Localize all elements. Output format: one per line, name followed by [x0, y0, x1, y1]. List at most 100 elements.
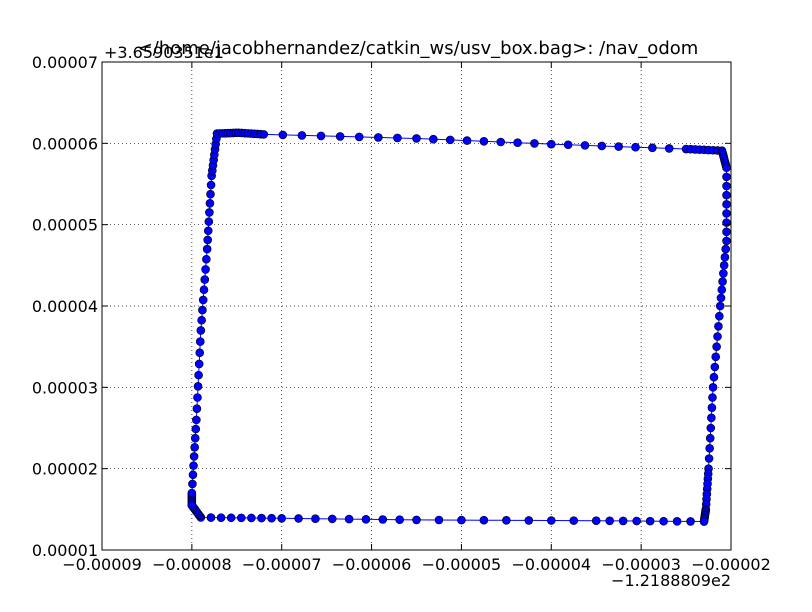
data-point — [327, 514, 337, 524]
data-point — [361, 514, 371, 524]
data-point — [257, 513, 266, 523]
data-point — [193, 382, 203, 391]
data-point — [412, 515, 421, 525]
data-point — [712, 342, 721, 351]
data-point — [632, 516, 641, 526]
data-point — [203, 226, 213, 236]
data-point — [714, 322, 723, 331]
data-point — [201, 265, 210, 274]
data-point — [722, 163, 731, 173]
data-point — [393, 133, 402, 143]
data-point — [216, 513, 226, 522]
data-point — [192, 415, 201, 425]
data-point — [686, 517, 695, 526]
data-point — [722, 181, 731, 191]
data-point — [195, 337, 205, 346]
data-point — [226, 513, 236, 523]
y-tick-label: 0.00002 — [32, 460, 98, 479]
data-point — [194, 370, 203, 380]
data-point — [247, 513, 256, 523]
x-tick-label: −0.00003 — [601, 555, 681, 574]
data-point — [395, 515, 404, 525]
data-point — [524, 516, 534, 525]
data-point — [206, 189, 215, 199]
data-point — [707, 413, 716, 423]
data-point — [715, 311, 724, 321]
data-point — [722, 190, 731, 200]
chart-title: </home/jacobhernandez/catkin_ws/usv_box.… — [138, 38, 699, 59]
data-point — [205, 208, 214, 217]
x-tick-labels: −0.00009 −0.00008 −0.00007 −0.00006 −0.00005… — [62, 555, 771, 574]
data-point — [710, 362, 720, 372]
data-point — [457, 515, 466, 525]
data-point — [203, 235, 212, 245]
y-tick-label: 0.00007 — [32, 53, 98, 72]
data-point — [659, 516, 668, 526]
data-point — [719, 261, 729, 270]
data-point — [429, 134, 438, 144]
data-point — [708, 393, 717, 402]
data-point — [719, 269, 728, 278]
axis-ticks — [101, 61, 732, 551]
data-point — [198, 295, 208, 305]
data-point — [722, 172, 731, 182]
data-point — [202, 244, 212, 254]
data-point — [354, 132, 364, 142]
x-tick-label: −0.00004 — [511, 555, 591, 574]
data-point — [722, 236, 731, 246]
data-point — [294, 514, 303, 523]
data-point — [188, 479, 197, 489]
data-point — [479, 137, 489, 146]
y-tick-label: 0.00004 — [32, 297, 98, 316]
data-point — [717, 285, 727, 295]
data-point — [664, 144, 674, 153]
data-point — [189, 452, 199, 461]
data-point — [193, 393, 202, 402]
data-point — [713, 332, 722, 341]
y-offset-label: +3.6590351e1 — [104, 43, 224, 62]
data-point — [204, 217, 214, 226]
data-point — [205, 199, 215, 208]
data-point — [445, 135, 455, 145]
data-point — [412, 134, 421, 143]
data-point — [722, 227, 731, 237]
data-point — [190, 433, 200, 443]
data-point — [195, 348, 205, 358]
data-point — [259, 130, 269, 139]
data-point — [316, 131, 326, 141]
y-tick-label: 0.00001 — [32, 541, 98, 560]
data-point — [706, 423, 716, 433]
data-point — [197, 315, 206, 325]
data-point — [711, 352, 721, 362]
data-point — [206, 180, 216, 190]
data-point — [187, 488, 197, 498]
data-point — [189, 461, 198, 470]
x-tick-label: −0.00005 — [422, 555, 502, 574]
data-point — [278, 130, 288, 140]
data-point — [708, 383, 718, 392]
data-point — [597, 141, 607, 151]
data-point — [311, 514, 320, 523]
x-tick-label: −0.00007 — [242, 555, 322, 574]
data-point — [546, 139, 556, 149]
x-tick-label: −0.00006 — [332, 555, 412, 574]
data-point — [715, 301, 725, 311]
y-tick-label: 0.00006 — [32, 134, 98, 153]
data-point — [699, 517, 709, 526]
data-point — [722, 200, 731, 209]
data-point — [502, 516, 511, 525]
data-point — [202, 254, 211, 264]
data-point — [236, 513, 246, 523]
data-point — [605, 516, 614, 526]
data-point — [721, 244, 731, 254]
data-point — [563, 140, 573, 150]
data-point — [267, 513, 276, 523]
data-point — [196, 326, 206, 335]
x-offset-label: −1.2188809e2 — [611, 571, 731, 590]
data-point — [335, 132, 345, 141]
data-point — [374, 133, 383, 142]
data-point — [198, 305, 207, 315]
data-point — [648, 143, 657, 153]
data-point — [705, 433, 715, 443]
